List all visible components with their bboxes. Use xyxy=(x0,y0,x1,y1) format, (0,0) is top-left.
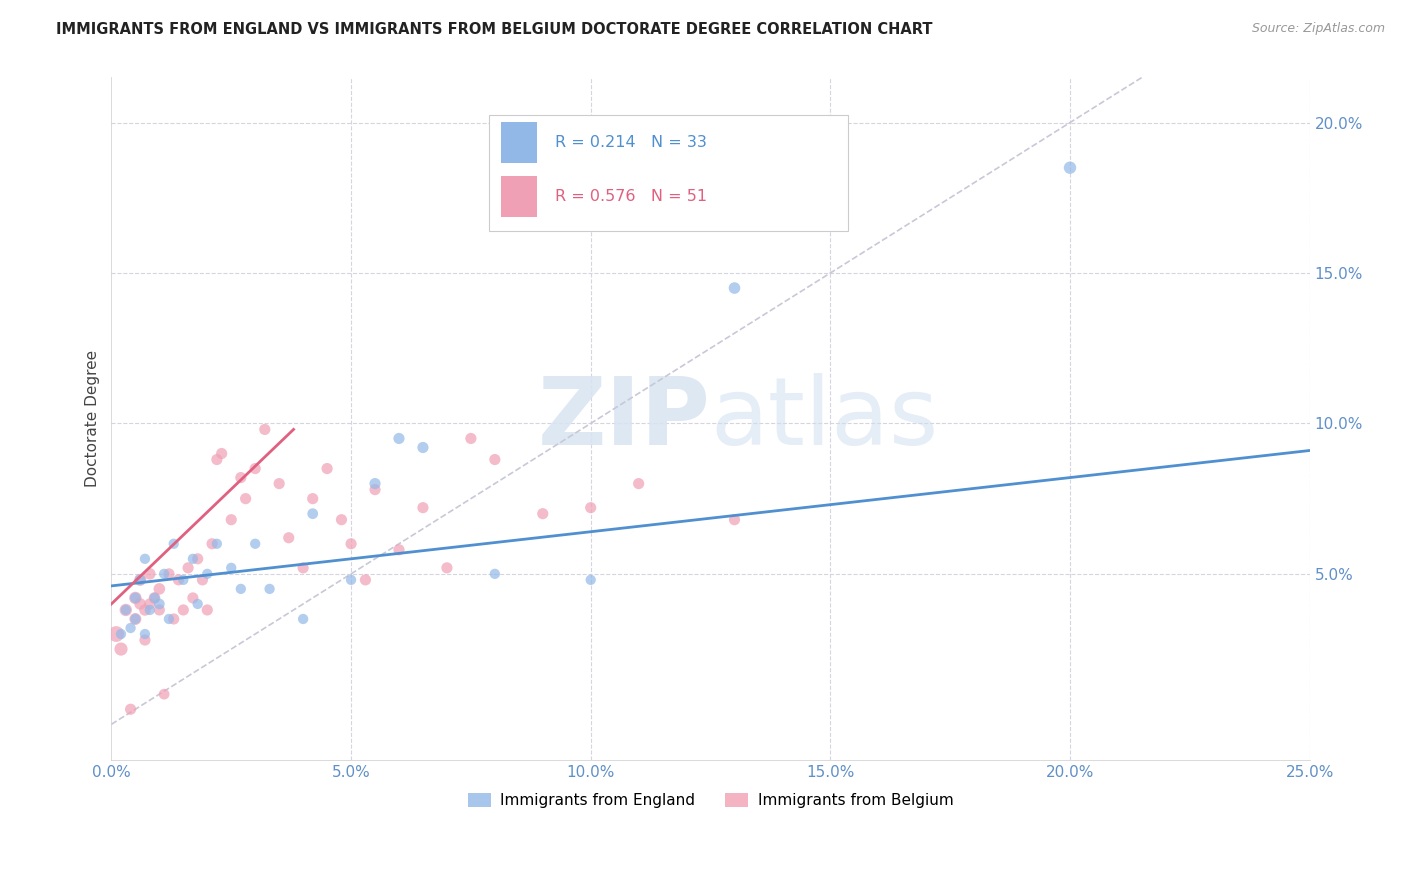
Point xyxy=(364,483,387,497)
Point xyxy=(187,551,209,566)
Point xyxy=(124,612,146,626)
Point xyxy=(153,566,176,581)
Point xyxy=(229,582,252,596)
Point xyxy=(277,531,299,545)
Point xyxy=(110,642,132,657)
Point xyxy=(139,597,162,611)
Point xyxy=(134,633,156,648)
Point xyxy=(723,513,745,527)
Point xyxy=(1059,161,1081,175)
Point xyxy=(211,446,233,460)
FancyBboxPatch shape xyxy=(489,115,848,231)
Text: R = 0.576   N = 51: R = 0.576 N = 51 xyxy=(555,189,707,204)
Point xyxy=(124,612,146,626)
Point xyxy=(148,603,170,617)
Point xyxy=(259,582,281,596)
Bar xyxy=(501,122,537,163)
Point xyxy=(388,432,411,446)
Point xyxy=(120,621,142,635)
Point xyxy=(627,476,650,491)
Point xyxy=(205,452,228,467)
Point xyxy=(129,573,152,587)
Point xyxy=(219,561,242,575)
Point xyxy=(139,603,162,617)
Text: IMMIGRANTS FROM ENGLAND VS IMMIGRANTS FROM BELGIUM DOCTORATE DEGREE CORRELATION : IMMIGRANTS FROM ENGLAND VS IMMIGRANTS FR… xyxy=(56,22,932,37)
Point xyxy=(129,597,152,611)
Point xyxy=(157,566,180,581)
Point xyxy=(460,432,482,446)
Point xyxy=(245,461,267,475)
Point xyxy=(153,687,176,701)
Point xyxy=(484,452,506,467)
Point xyxy=(148,597,170,611)
Point xyxy=(340,537,363,551)
Point xyxy=(269,476,291,491)
Point xyxy=(245,537,267,551)
Point xyxy=(124,591,146,605)
Point xyxy=(229,470,252,484)
Point xyxy=(531,507,554,521)
Y-axis label: Doctorate Degree: Doctorate Degree xyxy=(86,351,100,487)
Point xyxy=(172,573,194,587)
Point xyxy=(205,537,228,551)
Point xyxy=(148,582,170,596)
Point xyxy=(579,573,602,587)
Point xyxy=(124,591,146,605)
Point xyxy=(134,627,156,641)
Point xyxy=(134,551,156,566)
Point xyxy=(120,702,142,716)
Point xyxy=(105,627,128,641)
Point xyxy=(340,573,363,587)
Point xyxy=(110,627,132,641)
Point xyxy=(253,422,276,436)
Point xyxy=(195,566,218,581)
Text: Source: ZipAtlas.com: Source: ZipAtlas.com xyxy=(1251,22,1385,36)
Point xyxy=(157,612,180,626)
Text: atlas: atlas xyxy=(710,373,939,465)
Point xyxy=(579,500,602,515)
Point xyxy=(723,281,745,295)
Point xyxy=(172,603,194,617)
Point xyxy=(177,561,200,575)
Point xyxy=(484,566,506,581)
Point xyxy=(163,537,186,551)
Bar xyxy=(501,177,537,218)
Point xyxy=(354,573,377,587)
Point xyxy=(163,612,186,626)
Point xyxy=(364,476,387,491)
Point xyxy=(167,573,190,587)
Point xyxy=(129,573,152,587)
Point xyxy=(292,561,315,575)
Text: R = 0.214   N = 33: R = 0.214 N = 33 xyxy=(555,135,707,150)
Point xyxy=(301,491,323,506)
Point xyxy=(134,603,156,617)
Point xyxy=(181,551,204,566)
Legend: Immigrants from England, Immigrants from Belgium: Immigrants from England, Immigrants from… xyxy=(461,787,959,814)
Point xyxy=(301,507,323,521)
Point xyxy=(219,513,242,527)
Point xyxy=(412,441,434,455)
Point xyxy=(139,566,162,581)
Point xyxy=(187,597,209,611)
Point xyxy=(195,603,218,617)
Point xyxy=(201,537,224,551)
Text: ZIP: ZIP xyxy=(537,373,710,465)
Point xyxy=(412,500,434,515)
Point xyxy=(330,513,353,527)
Point xyxy=(235,491,257,506)
Point xyxy=(143,591,166,605)
Point xyxy=(191,573,214,587)
Point xyxy=(143,591,166,605)
Point xyxy=(114,603,136,617)
Point xyxy=(181,591,204,605)
Point xyxy=(316,461,339,475)
Point xyxy=(114,603,136,617)
Point xyxy=(436,561,458,575)
Point xyxy=(388,542,411,557)
Point xyxy=(292,612,315,626)
